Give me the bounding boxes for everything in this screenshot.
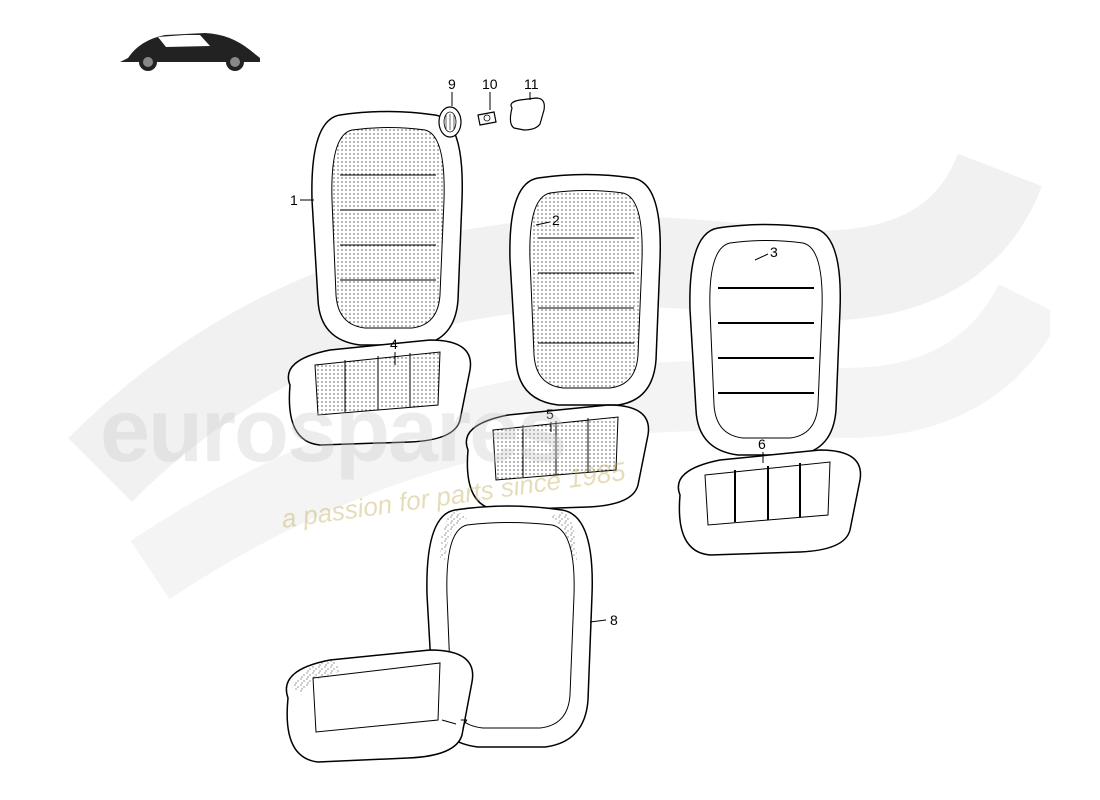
part-cushion-5 [466, 405, 648, 510]
callout-4: 4 [390, 336, 398, 352]
parts-svg [0, 0, 1100, 800]
callout-6: 6 [758, 436, 766, 452]
callout-11: 11 [524, 76, 539, 92]
part-fastener-10 [478, 112, 496, 125]
part-clip-9 [439, 107, 461, 137]
callout-8: 8 [610, 612, 618, 628]
part-backrest-1 [312, 112, 462, 346]
callout-9: 9 [448, 76, 456, 92]
callout-1: 1 [290, 192, 298, 208]
callout-2: 2 [552, 212, 560, 228]
part-cushion-6 [678, 450, 860, 555]
callout-5: 5 [546, 406, 554, 422]
callout-3: 3 [770, 244, 778, 260]
parts-diagram: 1 2 3 4 5 6 7 8 9 10 11 eurospares a pas… [0, 0, 1100, 800]
part-cap-11 [510, 98, 544, 130]
part-cushion-7 [286, 650, 472, 762]
part-cushion-4 [288, 340, 470, 445]
part-backrest-3 [690, 225, 840, 456]
part-backrest-2 [510, 175, 660, 406]
callout-7: 7 [460, 716, 468, 732]
callout-10: 10 [482, 76, 498, 92]
